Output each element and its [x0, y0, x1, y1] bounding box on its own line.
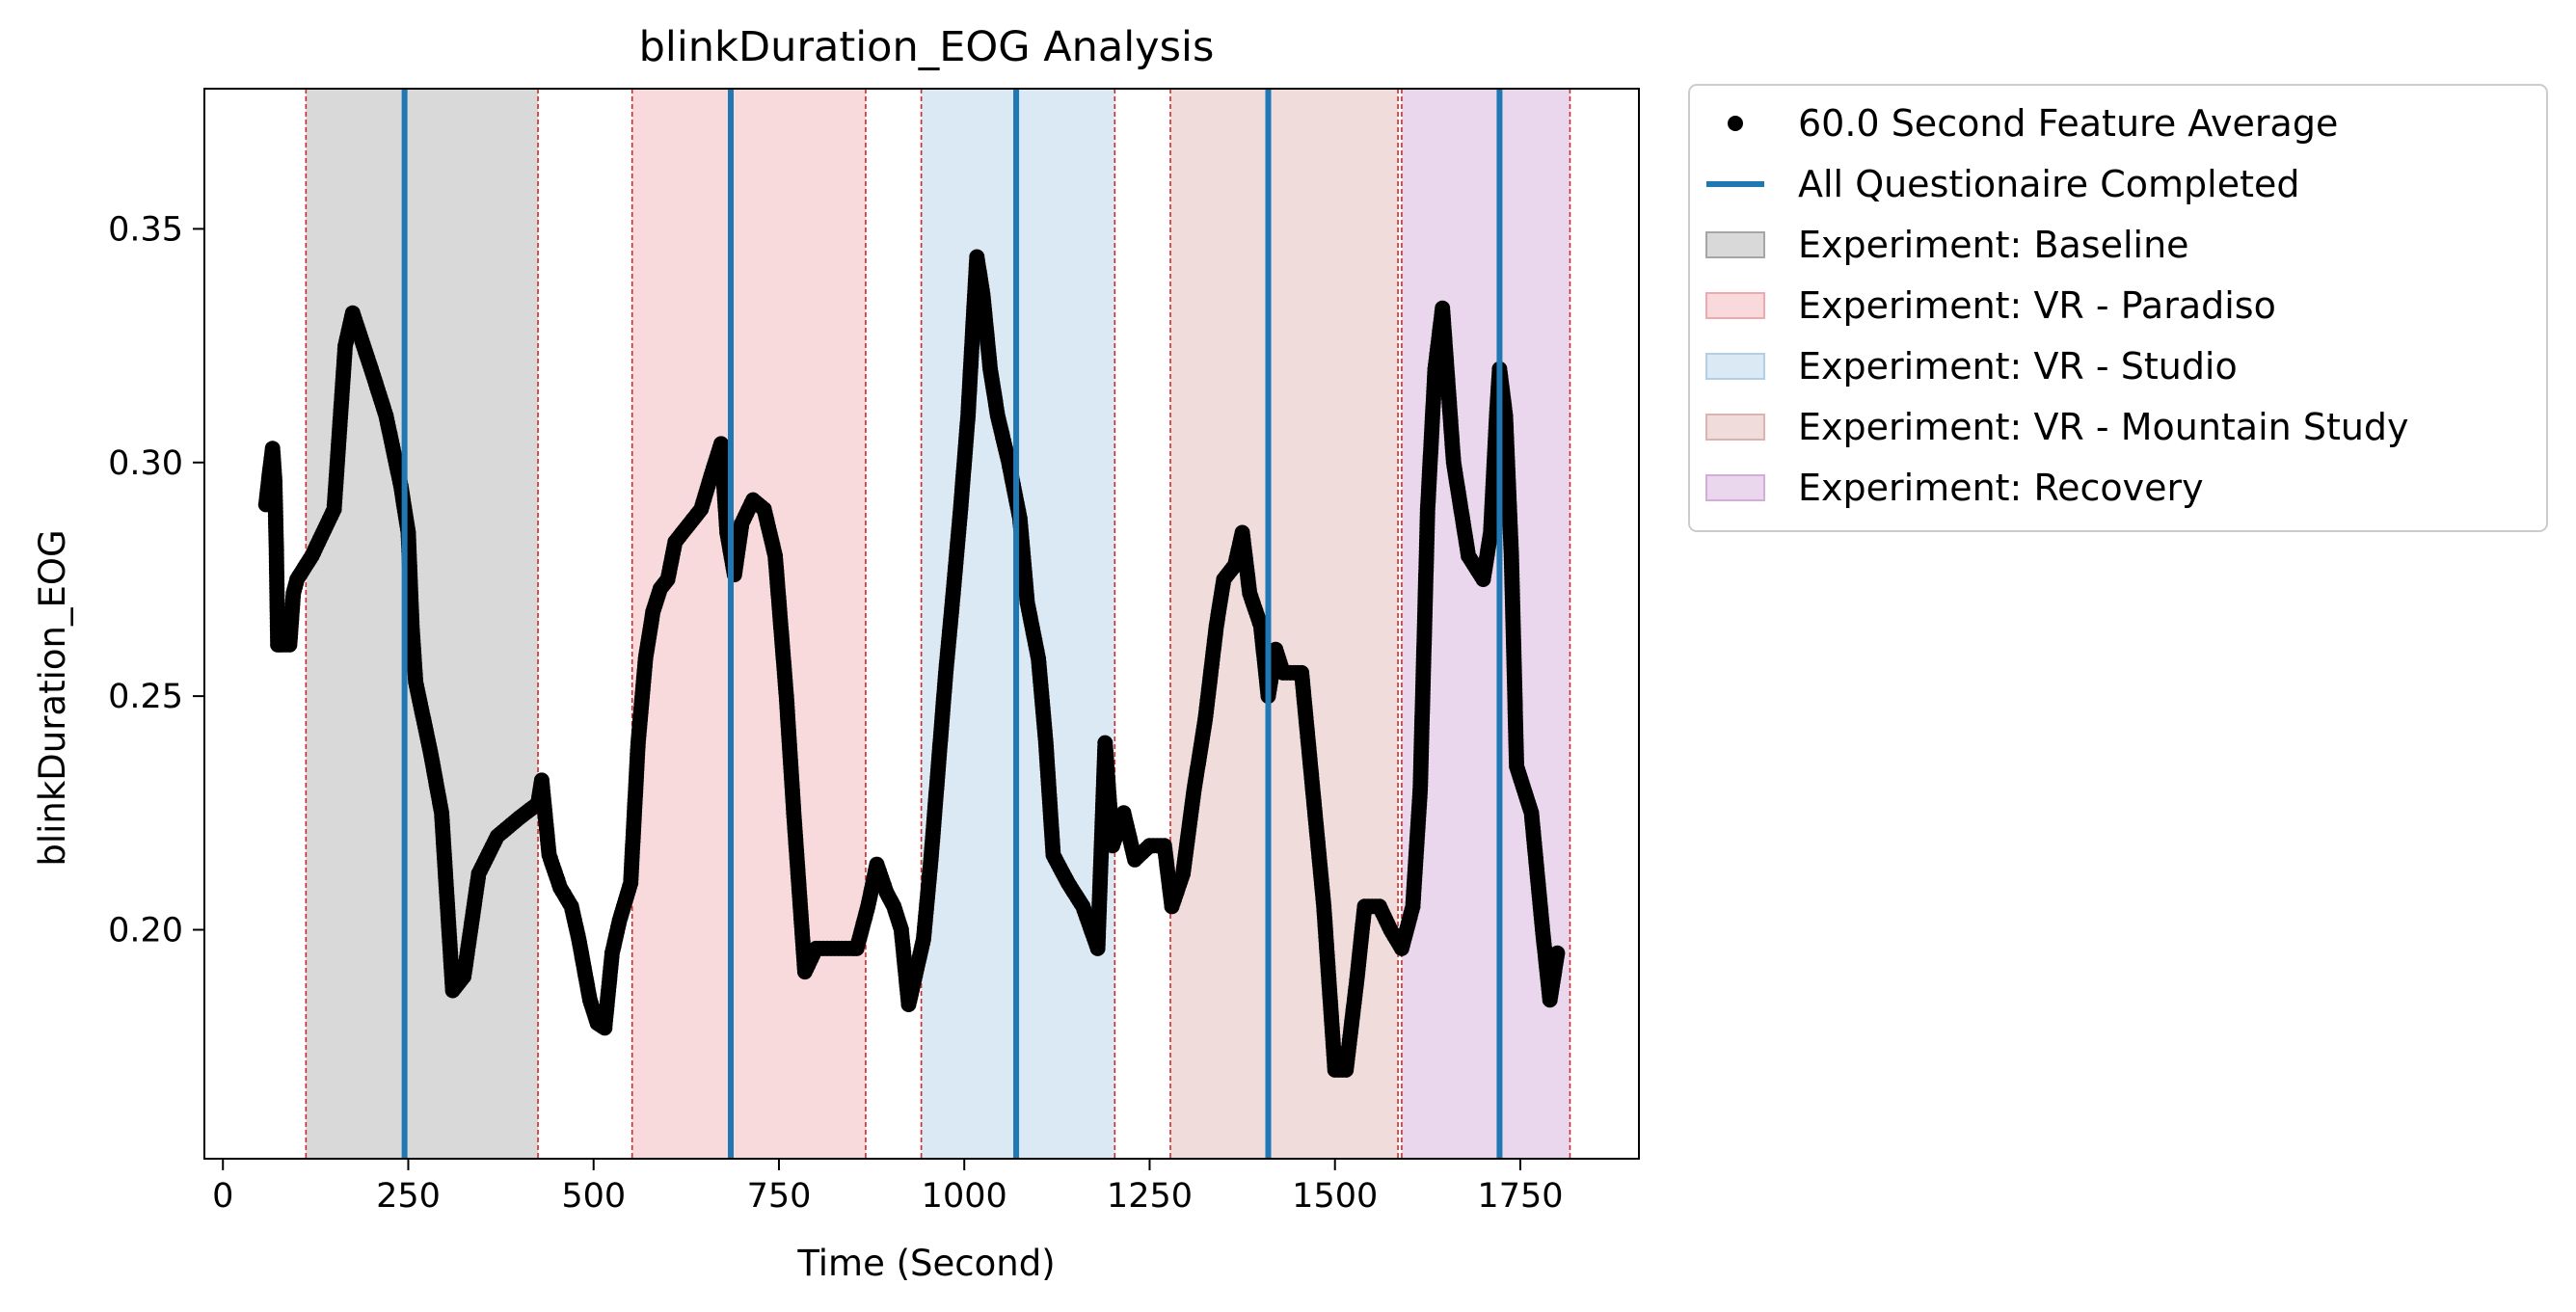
legend-label-5: Experiment: VR - Mountain Study	[1798, 406, 2409, 448]
x-tick-label-7: 1750	[1477, 1177, 1563, 1216]
plot-frame	[203, 88, 1640, 1160]
y-tick-label-3: 0.35	[108, 210, 183, 249]
legend-marker-3	[1705, 292, 1765, 319]
y-axis-label: blinkDuration_EOG	[32, 529, 73, 866]
region-band-1	[631, 89, 866, 1159]
legend-label-0: 60.0 Second Feature Average	[1798, 102, 2338, 145]
legend-label-4: Experiment: VR - Studio	[1798, 345, 2238, 388]
legend-marker-4	[1705, 353, 1765, 380]
legend-frame	[1688, 84, 2548, 532]
data-point-2254	[1549, 945, 1566, 961]
y-tick-label-1: 0.25	[108, 678, 183, 716]
region-band-3	[1169, 89, 1399, 1159]
y-tick-label-0: 0.20	[108, 911, 183, 950]
y-tick-label-2: 0.30	[108, 444, 183, 483]
x-axis-label: Time (Second)	[796, 1243, 1055, 1284]
legend-label-6: Experiment: Recovery	[1798, 467, 2204, 509]
legend: 60.0 Second Feature Average All Questiona…	[1688, 84, 2548, 532]
x-tick-label-5: 1250	[1107, 1177, 1193, 1216]
legend-marker-0	[1728, 116, 1743, 131]
x-tick-label-4: 1000	[922, 1177, 1007, 1216]
legend-marker-5	[1705, 414, 1765, 441]
x-axis: 0 250 500 750 1000 1250 1500 1750	[212, 1159, 1564, 1216]
legend-marker-2	[1705, 231, 1765, 258]
x-tick-label-6: 1500	[1292, 1177, 1378, 1216]
legend-marker-6	[1705, 474, 1765, 501]
feature-average-points	[257, 249, 1566, 1078]
legend-label-1: All Questionaire Completed	[1798, 163, 2300, 205]
x-tick-label-0: 0	[212, 1177, 233, 1216]
legend-label-3: Experiment: VR - Paradiso	[1798, 284, 2276, 327]
x-tick-label-3: 750	[747, 1177, 812, 1216]
x-tick-label-2: 500	[561, 1177, 626, 1216]
legend-label-2: Experiment: Baseline	[1798, 224, 2189, 266]
y-axis: 0.20 0.25 0.30 0.35	[108, 210, 204, 950]
x-tick-label-1: 250	[376, 1177, 441, 1216]
region-band-0	[306, 89, 539, 1159]
chart-title: blinkDuration_EOG Analysis	[639, 23, 1215, 71]
plot-area	[203, 88, 1640, 1160]
